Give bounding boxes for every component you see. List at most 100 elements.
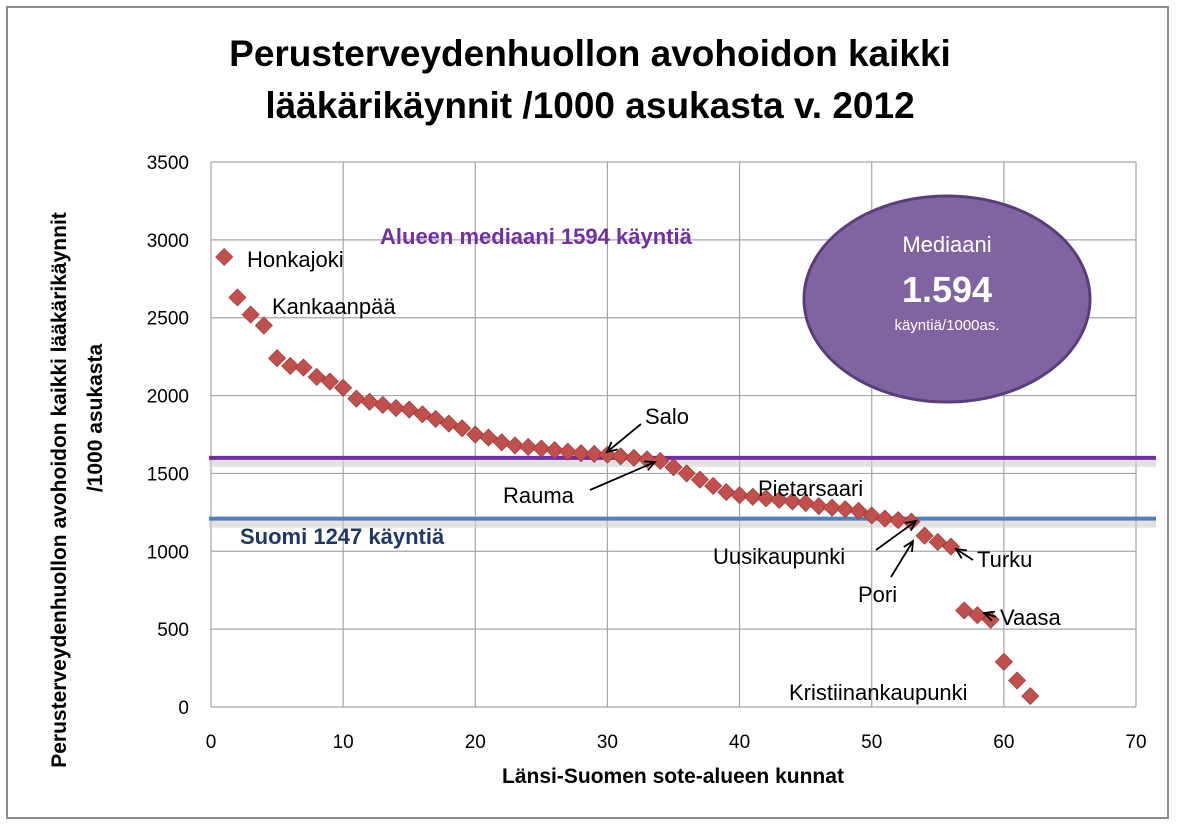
median-callout-value: 1.594 bbox=[902, 269, 992, 310]
data-point bbox=[532, 439, 551, 458]
data-point bbox=[439, 414, 458, 433]
data-point bbox=[849, 501, 868, 520]
x-tick-label: 60 bbox=[993, 732, 1014, 753]
data-point bbox=[677, 464, 696, 483]
data-point bbox=[796, 493, 815, 513]
y-tick-label: 500 bbox=[157, 620, 189, 641]
data-points bbox=[215, 247, 1040, 706]
data-point bbox=[453, 419, 472, 438]
annotation-kristiinankaupunki: Kristiinankaupunki bbox=[789, 680, 968, 705]
x-tick-label: 40 bbox=[729, 732, 750, 753]
finland-line-label: Suomi 1247 käyntiä bbox=[240, 524, 445, 549]
data-point bbox=[730, 486, 749, 505]
data-point bbox=[334, 378, 353, 397]
data-point bbox=[386, 398, 406, 418]
data-point bbox=[492, 433, 511, 452]
data-point bbox=[228, 288, 247, 307]
median-line-label: Alueen mediaani 1594 käyntiä bbox=[380, 224, 693, 249]
data-point bbox=[862, 506, 881, 525]
y-tick-label: 2500 bbox=[147, 309, 189, 330]
y-axis-title-line-2: /1000 asukasta bbox=[84, 344, 107, 493]
data-point bbox=[466, 425, 485, 444]
median-callout: Mediaani 1.594 käyntiä/1000as. bbox=[802, 194, 1092, 404]
point-annotations: Honkajoki Kankaanpää Salo Rauma Pietarsaari U… bbox=[247, 247, 1062, 705]
data-point bbox=[756, 489, 776, 508]
data-point bbox=[519, 437, 538, 457]
data-point bbox=[651, 451, 670, 471]
data-point bbox=[426, 409, 445, 428]
y-axis-title-line-1: Perusterveydenhuollon avohoidon kaikki l… bbox=[48, 212, 71, 768]
annotation-rauma: Rauma bbox=[503, 483, 575, 508]
x-tick-label: 20 bbox=[465, 732, 486, 753]
annotation-pietarsaari: Pietarsaari bbox=[758, 476, 863, 501]
x-tick-label: 70 bbox=[1125, 732, 1146, 753]
annotation-honkajoki: Honkajoki bbox=[247, 247, 344, 272]
data-point bbox=[294, 358, 313, 377]
chart-frame bbox=[6, 6, 1169, 819]
data-point bbox=[690, 470, 709, 489]
data-point bbox=[571, 444, 591, 463]
data-point bbox=[307, 367, 326, 386]
uusikaupunki-arrow bbox=[875, 520, 917, 551]
data-point bbox=[373, 395, 392, 414]
data-point bbox=[823, 498, 842, 517]
data-point bbox=[400, 400, 419, 419]
data-point bbox=[624, 448, 643, 467]
annotation-vaasa: Vaasa bbox=[1000, 605, 1062, 630]
x-tick-label: 30 bbox=[597, 732, 618, 753]
data-point bbox=[545, 441, 564, 460]
data-point bbox=[836, 500, 855, 519]
rauma-arrow bbox=[589, 461, 656, 491]
rauma-arrow-head bbox=[643, 460, 657, 471]
data-point bbox=[955, 601, 974, 620]
data-point bbox=[941, 537, 961, 556]
data-point bbox=[915, 526, 934, 545]
data-point bbox=[889, 511, 908, 530]
data-point bbox=[704, 476, 723, 495]
data-point bbox=[875, 509, 894, 528]
data-point bbox=[743, 487, 762, 506]
x-tick-label: 50 bbox=[861, 732, 882, 753]
data-point bbox=[268, 349, 287, 368]
median-callout-unit: käyntiä/1000as. bbox=[894, 317, 999, 334]
data-point bbox=[1008, 671, 1027, 690]
data-point bbox=[254, 316, 273, 335]
y-tick-label: 3000 bbox=[147, 231, 189, 252]
data-point bbox=[664, 458, 683, 477]
annotation-uusikaupunki: Uusikaupunki bbox=[713, 544, 845, 569]
data-point bbox=[1021, 687, 1040, 706]
salo-arrow-head bbox=[605, 441, 618, 454]
x-tick-label: 0 bbox=[206, 732, 217, 753]
data-point bbox=[558, 442, 577, 461]
reference-line-shadow bbox=[209, 456, 1156, 467]
data-point bbox=[611, 447, 630, 466]
annotation-kankaanpää: Kankaanpää bbox=[272, 294, 396, 319]
pori-arrow bbox=[890, 540, 914, 578]
y-tick-label: 1500 bbox=[147, 464, 189, 485]
uusikaupunki-arrow-head bbox=[905, 519, 918, 532]
data-point bbox=[994, 652, 1013, 671]
data-point bbox=[360, 392, 379, 411]
data-point bbox=[241, 305, 260, 324]
annotation-pori: Pori bbox=[858, 582, 897, 607]
data-point bbox=[215, 247, 234, 267]
annotation-salo: Salo bbox=[645, 404, 689, 429]
data-point bbox=[928, 532, 947, 552]
turku-arrow bbox=[955, 548, 974, 561]
y-tick-label: 2000 bbox=[147, 387, 189, 408]
salo-arrow bbox=[606, 423, 642, 453]
data-point bbox=[320, 372, 339, 391]
y-tick-label: 1000 bbox=[147, 542, 189, 563]
data-point bbox=[717, 483, 736, 502]
data-point bbox=[413, 405, 432, 424]
data-point bbox=[770, 490, 789, 509]
data-point bbox=[281, 356, 300, 376]
chart-title-line-2: lääkärikäynnit /1000 asukasta v. 2012 bbox=[265, 85, 914, 126]
y-tick-label: 3500 bbox=[147, 153, 189, 174]
y-tick-label: 0 bbox=[178, 698, 189, 719]
data-point bbox=[505, 436, 524, 455]
annotation-turku: Turku bbox=[977, 547, 1032, 572]
pori-arrow-head bbox=[903, 539, 915, 553]
data-point bbox=[347, 389, 366, 408]
